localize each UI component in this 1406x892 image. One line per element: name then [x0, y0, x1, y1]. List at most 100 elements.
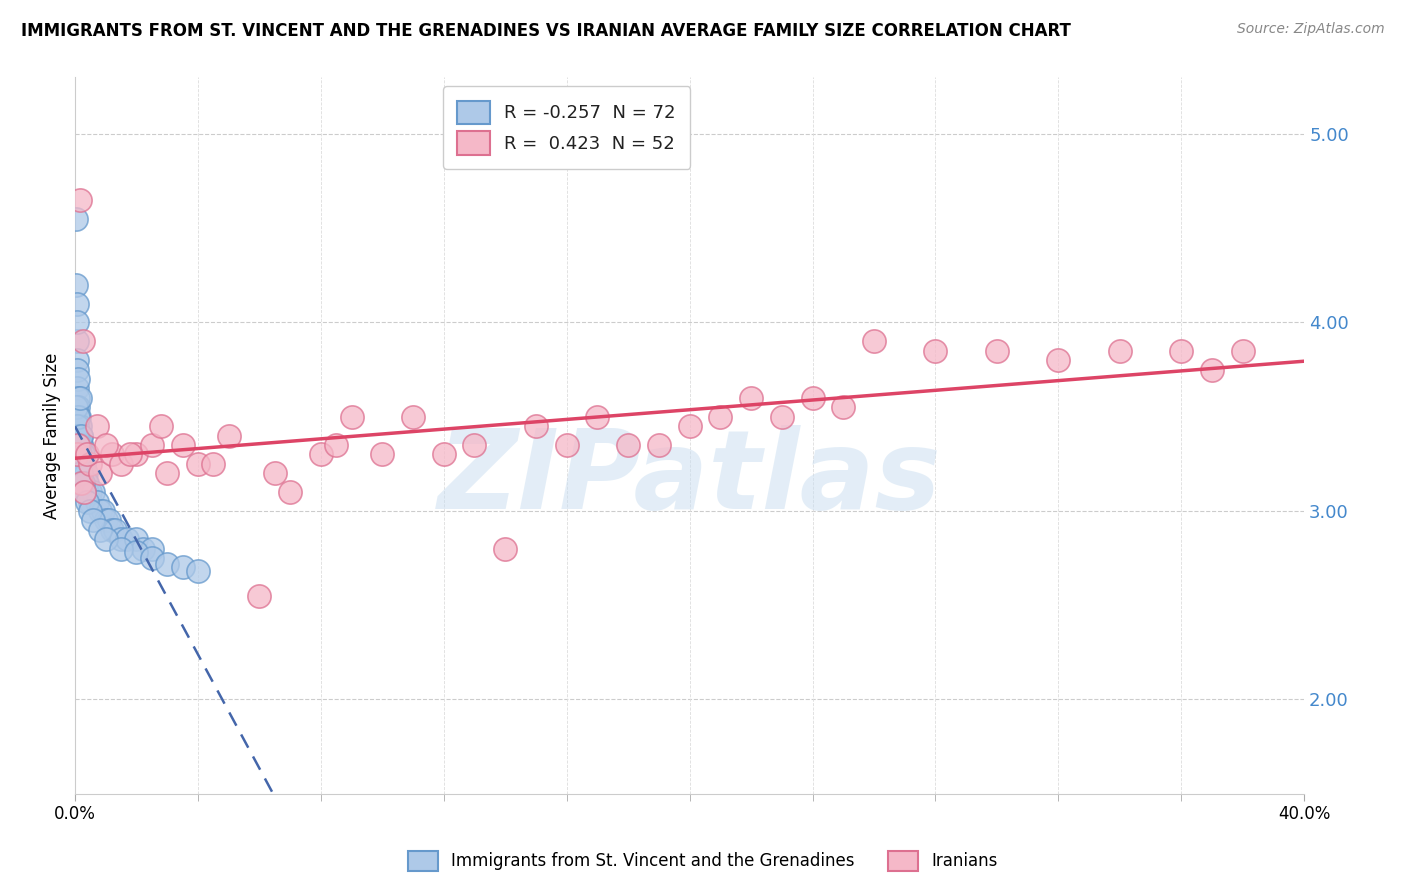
Point — [67, 438, 90, 452]
Point — [70, 438, 93, 452]
Point — [70, 447, 93, 461]
Point — [65, 277, 87, 292]
Point — [67, 419, 90, 434]
Point — [94, 513, 117, 527]
Point — [70, 457, 93, 471]
Point — [65, 296, 87, 310]
Text: IMMIGRANTS FROM ST. VINCENT AND THE GRENADINES VS IRANIAN AVERAGE FAMILY SIZE CO: IMMIGRANTS FROM ST. VINCENT AND THE GREN… — [21, 22, 1071, 40]
Point — [69, 447, 91, 461]
Point — [67, 438, 90, 452]
Point — [97, 513, 120, 527]
Point — [801, 391, 824, 405]
Point — [278, 485, 301, 500]
Point — [156, 467, 179, 481]
Point — [70, 467, 93, 481]
Point — [73, 485, 96, 500]
Point — [66, 353, 89, 368]
Point — [110, 541, 132, 556]
Point — [110, 533, 132, 547]
Point — [69, 438, 91, 452]
Point — [141, 438, 163, 452]
Point — [65, 211, 87, 226]
Point — [371, 447, 394, 461]
Point — [86, 419, 108, 434]
Point — [402, 409, 425, 424]
Point — [67, 391, 90, 405]
Point — [65, 334, 87, 349]
Point — [740, 391, 762, 405]
Point — [101, 447, 124, 461]
Text: Source: ZipAtlas.com: Source: ZipAtlas.com — [1237, 22, 1385, 37]
Point — [79, 457, 101, 471]
Point — [125, 533, 148, 547]
Point — [1170, 343, 1192, 358]
Point — [156, 557, 179, 571]
Legend: R = -0.257  N = 72, R =  0.423  N = 52: R = -0.257 N = 72, R = 0.423 N = 52 — [443, 87, 690, 169]
Point — [340, 409, 363, 424]
Point — [924, 343, 946, 358]
Point — [986, 343, 1008, 358]
Point — [648, 438, 671, 452]
Point — [1108, 343, 1130, 358]
Point — [79, 485, 101, 500]
Point — [67, 428, 90, 442]
Point — [1047, 353, 1070, 368]
Point — [72, 334, 94, 349]
Point — [120, 447, 142, 461]
Point — [617, 438, 640, 452]
Point — [247, 589, 270, 603]
Point — [104, 523, 127, 537]
Point — [66, 419, 89, 434]
Point — [863, 334, 886, 349]
Point — [73, 467, 96, 481]
Point — [202, 457, 225, 471]
Point — [67, 401, 90, 415]
Point — [586, 409, 609, 424]
Point — [463, 438, 485, 452]
Point — [76, 485, 98, 500]
Point — [555, 438, 578, 452]
Point — [67, 409, 90, 424]
Point — [832, 401, 855, 415]
Point — [65, 447, 87, 461]
Point — [72, 467, 94, 481]
Point — [65, 401, 87, 415]
Point — [69, 438, 91, 452]
Point — [79, 504, 101, 518]
Point — [67, 409, 90, 424]
Point — [69, 193, 91, 207]
Point — [76, 447, 98, 461]
Point — [66, 372, 89, 386]
Point — [218, 428, 240, 442]
Y-axis label: Average Family Size: Average Family Size — [44, 352, 60, 519]
Point — [141, 541, 163, 556]
Point — [75, 467, 97, 481]
Point — [172, 438, 194, 452]
Point — [94, 533, 117, 547]
Point — [76, 475, 98, 490]
Point — [309, 447, 332, 461]
Point — [141, 551, 163, 566]
Point — [66, 428, 89, 442]
Point — [325, 438, 347, 452]
Point — [770, 409, 793, 424]
Point — [172, 560, 194, 574]
Point — [709, 409, 731, 424]
Point — [66, 316, 89, 330]
Point — [70, 475, 93, 490]
Point — [69, 391, 91, 405]
Point — [82, 513, 104, 527]
Point — [187, 564, 209, 578]
Point — [678, 419, 700, 434]
Point — [263, 467, 285, 481]
Point — [101, 523, 124, 537]
Point — [94, 438, 117, 452]
Point — [72, 447, 94, 461]
Point — [150, 419, 173, 434]
Point — [76, 494, 98, 508]
Point — [125, 447, 148, 461]
Point — [70, 457, 93, 471]
Point — [125, 545, 148, 559]
Point — [73, 475, 96, 490]
Point — [89, 504, 111, 518]
